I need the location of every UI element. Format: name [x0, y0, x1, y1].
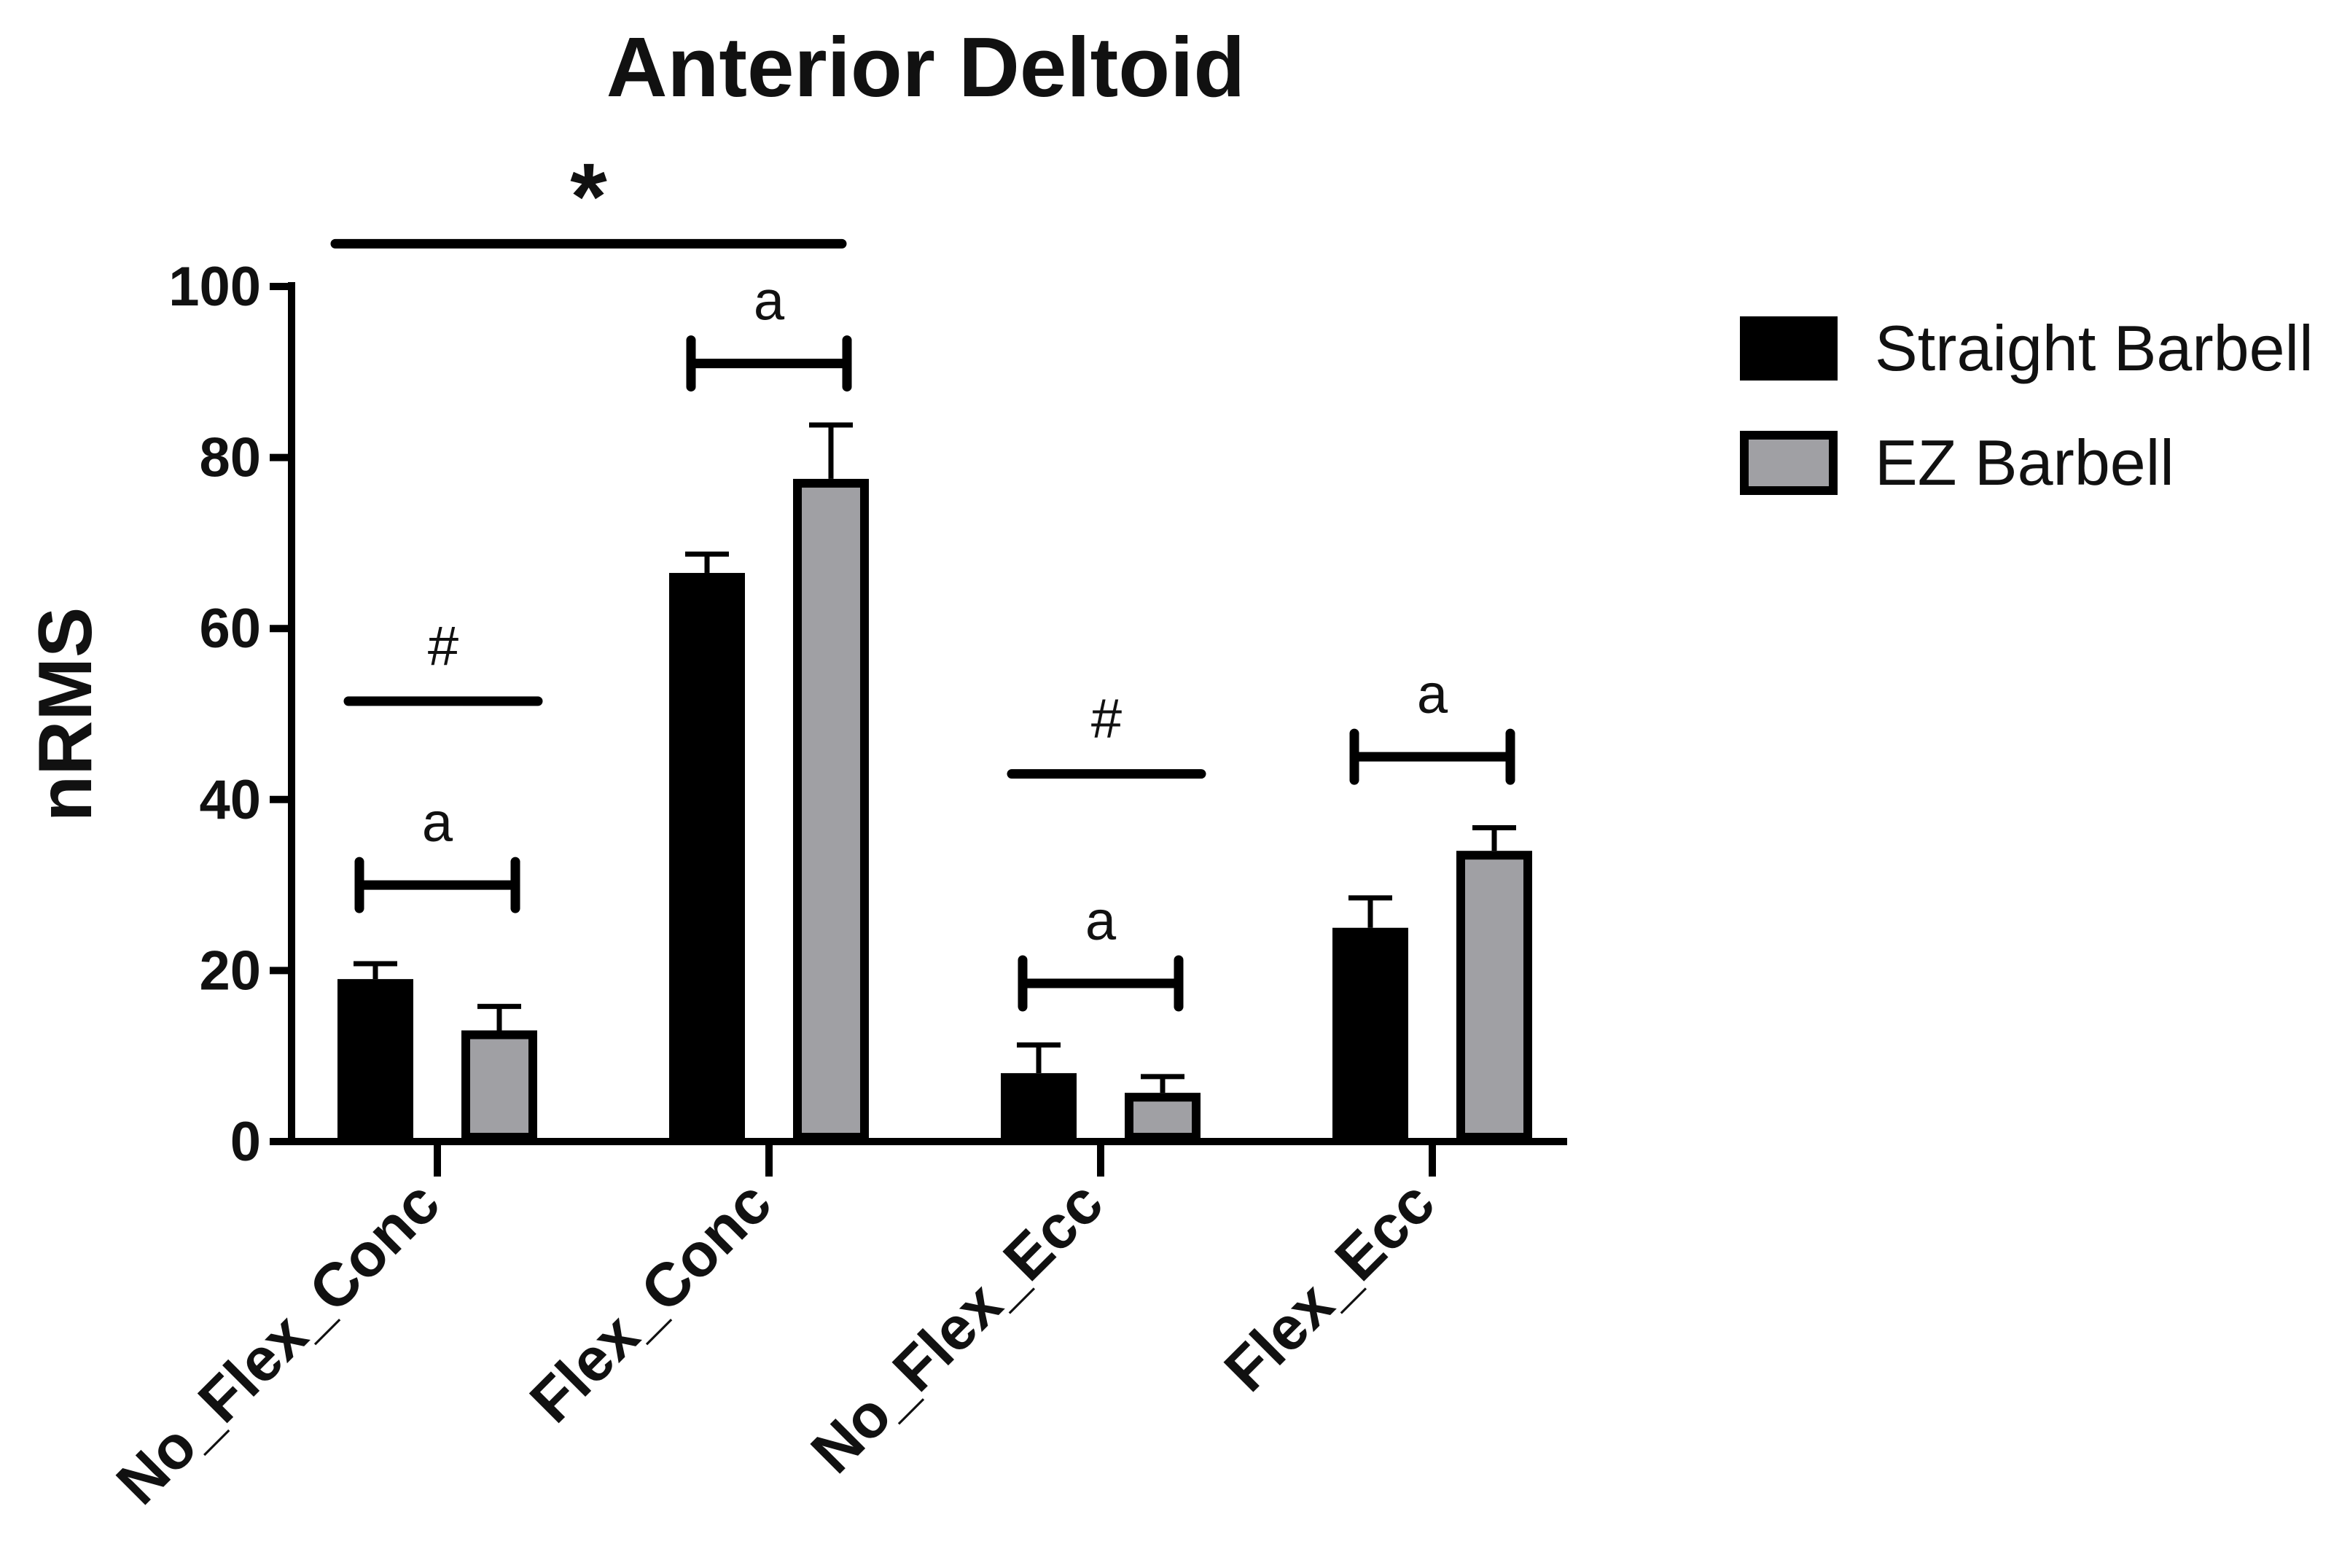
bar-ez-no-flex-conc: [461, 1030, 537, 1142]
significance-letter: a: [754, 270, 785, 332]
y-axis-label: nRMS: [23, 607, 108, 822]
bar-ez-no-flex-ecc: [1125, 1093, 1201, 1142]
significance-star: *: [570, 143, 607, 249]
legend-label-straight-barbell: Straight Barbell: [1875, 312, 2314, 384]
y-tick-label: 100: [168, 256, 261, 318]
y-tick-label: 80: [199, 427, 261, 489]
significance-hash: #: [1091, 688, 1122, 750]
x-tick-label-flex-conc: Flex_Conc: [517, 1168, 784, 1435]
chart-title: Anterior Deltoid: [606, 20, 1245, 114]
y-tick-label: 60: [199, 598, 261, 660]
y-tick-label: 0: [230, 1111, 261, 1173]
legend-swatch-ez-barbell: [1740, 431, 1838, 495]
significance-letter: a: [422, 792, 453, 854]
x-tick-label-no-flex-ecc: No_Flex_Ecc: [797, 1168, 1115, 1486]
x-tick-label-flex-ecc: Flex_Ecc: [1211, 1168, 1448, 1404]
bar-straight-flex-conc: [669, 572, 745, 1142]
bar-ez-flex-ecc: [1456, 851, 1532, 1142]
legend-swatch-straight-barbell: [1740, 316, 1838, 381]
x-tick-label-no-flex-conc: No_Flex_Conc: [104, 1168, 453, 1517]
y-tick-label: 20: [199, 940, 261, 1002]
legend: Straight Barbell EZ Barbell: [1740, 312, 2314, 499]
significance-letter: a: [1085, 890, 1117, 952]
significance-letter: a: [1417, 663, 1448, 725]
y-tick-label: 40: [199, 769, 261, 831]
significance-hash: #: [428, 615, 458, 677]
plot-area: 0 20 40 60 80 100 No_Flex_Conc Flex_Conc No_Flex…: [104, 143, 1567, 1517]
bar-ez-flex-conc: [793, 478, 869, 1142]
bar-straight-no-flex-ecc: [1001, 1073, 1077, 1142]
legend-label-ez-barbell: EZ Barbell: [1875, 426, 2174, 499]
bar-straight-no-flex-conc: [337, 979, 413, 1142]
bar-straight-flex-ecc: [1332, 927, 1408, 1142]
